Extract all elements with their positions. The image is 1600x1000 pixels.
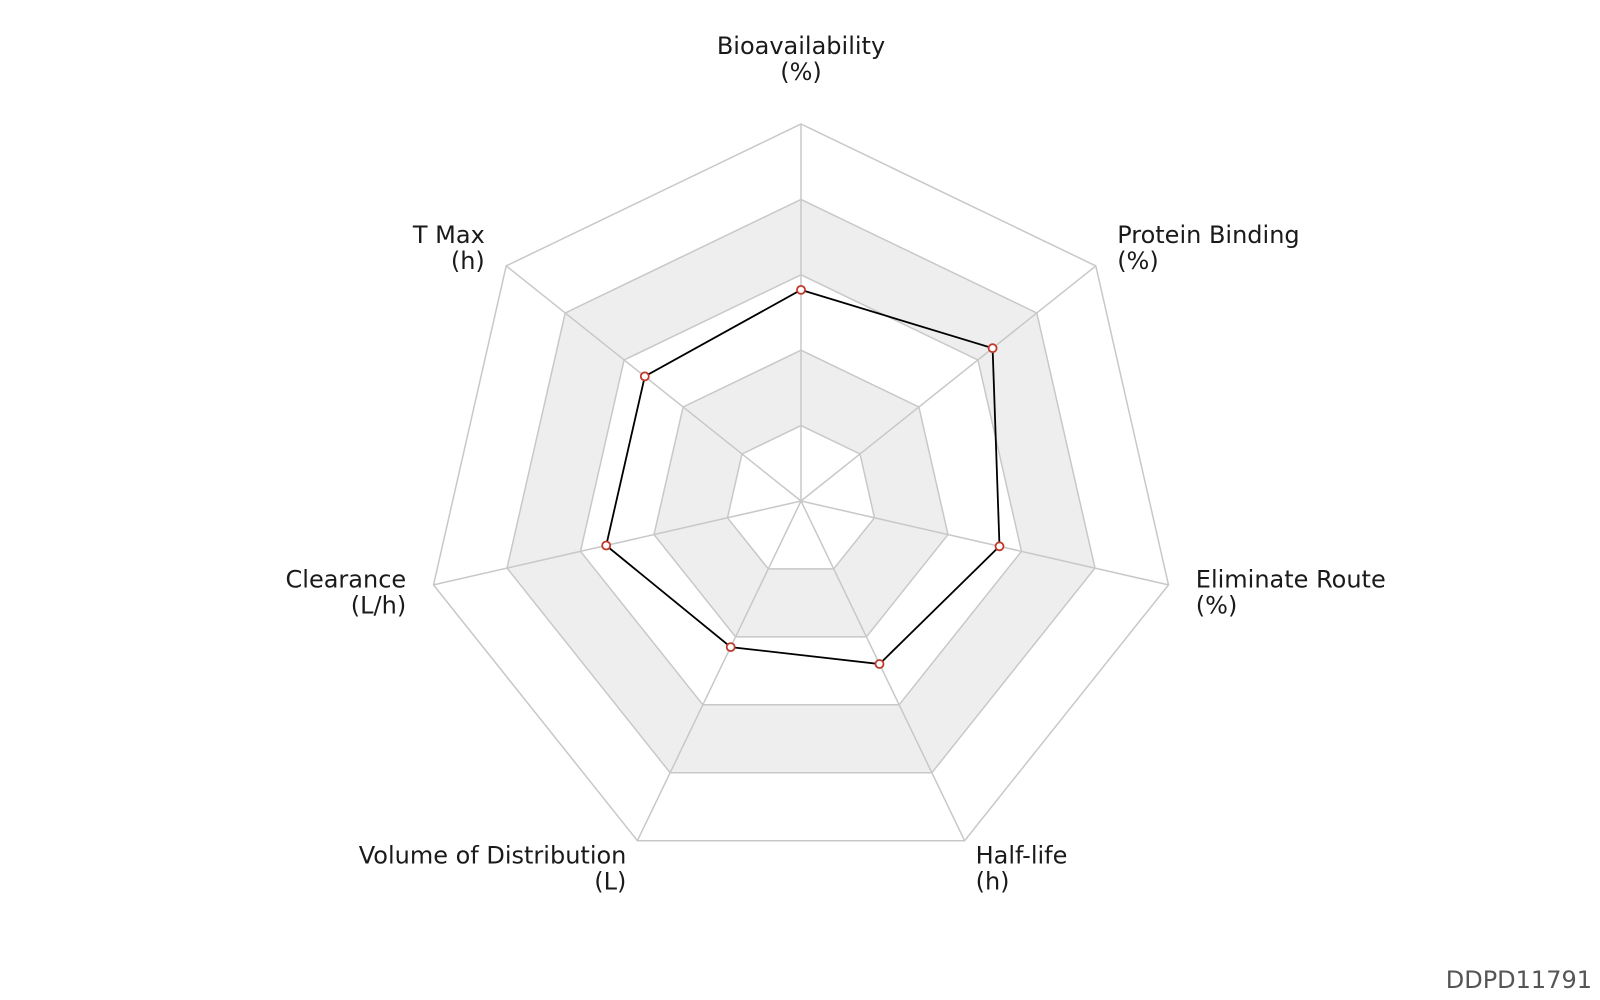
chart-id-label: DDPD11791 bbox=[1445, 966, 1592, 994]
data-point-5 bbox=[601, 540, 612, 551]
axis-spoke-4 bbox=[636, 500, 802, 842]
axis-unit-5: (L/h) bbox=[351, 592, 406, 620]
axis-spokes bbox=[433, 124, 1169, 842]
axis-label-1: Protein Binding bbox=[1117, 221, 1299, 249]
grid-ring-5 bbox=[432, 123, 1170, 842]
grid-ring-4 bbox=[506, 198, 1096, 774]
axis-label-3: Half-life bbox=[976, 842, 1068, 870]
axis-label-2: Eliminate Route bbox=[1196, 566, 1386, 594]
data-point-6 bbox=[639, 371, 650, 382]
axis-unit-3: (h) bbox=[976, 868, 1010, 896]
axis-label-0: Bioavailability bbox=[717, 32, 885, 60]
grid-ring-2 bbox=[653, 349, 949, 638]
axis-label-5: Clearance bbox=[286, 566, 407, 594]
axis-unit-0: (%) bbox=[780, 58, 822, 86]
data-point-1 bbox=[987, 343, 998, 354]
axis-labels: Bioavailability(%)Protein Binding(%)Elim… bbox=[286, 32, 1386, 896]
series-line bbox=[605, 288, 1001, 665]
grid-ring-1 bbox=[726, 424, 876, 570]
axis-spoke-1 bbox=[800, 265, 1097, 502]
data-point-0 bbox=[796, 284, 806, 295]
data-point-3 bbox=[874, 659, 885, 669]
grid-ring-3 bbox=[579, 273, 1023, 706]
axis-unit-4: (L) bbox=[594, 868, 626, 896]
grid-lines bbox=[432, 123, 1170, 842]
axis-spoke-3 bbox=[800, 500, 966, 842]
data-point-2 bbox=[994, 541, 1005, 552]
data-series bbox=[601, 284, 1005, 669]
axis-spoke-2 bbox=[800, 500, 1169, 586]
axis-unit-2: (%) bbox=[1196, 592, 1238, 620]
axis-spoke-5 bbox=[433, 500, 802, 586]
axis-label-6: T Max bbox=[412, 221, 485, 249]
axis-label-4: Volume of Distribution bbox=[359, 842, 627, 870]
axis-unit-6: (h) bbox=[451, 247, 485, 275]
axis-spoke-6 bbox=[505, 265, 802, 502]
axis-unit-1: (%) bbox=[1117, 247, 1159, 275]
data-point-4 bbox=[725, 642, 736, 652]
